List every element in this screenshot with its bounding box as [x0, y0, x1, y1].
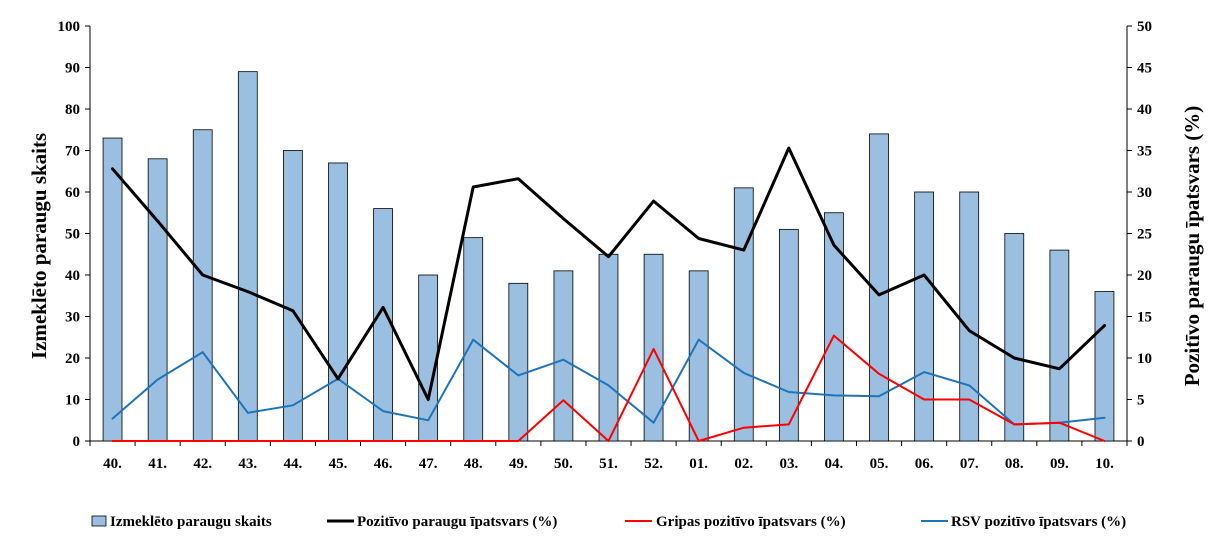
x-tick-label: 04. [825, 456, 844, 472]
y-tick-label: 40 [65, 268, 80, 284]
legend-label-rsv: RSV pozitīvo īpatsvars (%) [951, 514, 1126, 530]
x-tick-label: 02. [734, 456, 753, 472]
bar [148, 159, 167, 441]
x-tick-label: 46. [374, 456, 393, 472]
x-tick-label: 03. [779, 456, 798, 472]
bar [329, 163, 348, 441]
bar [644, 254, 663, 441]
x-tick-label: 09. [1050, 456, 1069, 472]
bar [734, 188, 753, 441]
bar [419, 275, 438, 441]
y2-tick-label: 5 [1137, 393, 1145, 409]
x-tick-label: 42. [193, 456, 212, 472]
legend-label-bars: Izmeklēto paraugu skaits [110, 514, 272, 530]
y2-tick-label: 35 [1137, 144, 1152, 160]
x-tick-label: 45. [329, 456, 348, 472]
y2-tick-label: 45 [1137, 61, 1152, 77]
x-tick-label: 50. [554, 456, 573, 472]
legend-swatch-bars [92, 516, 106, 526]
y-tick-label: 80 [65, 102, 80, 118]
x-tick-label: 10. [1095, 456, 1114, 472]
y2-tick-label: 50 [1137, 19, 1152, 35]
y-tick-label: 50 [65, 227, 80, 243]
x-tick-label: 48. [464, 456, 483, 472]
y2-tick-label: 40 [1137, 102, 1152, 118]
y-axis-title: Izmeklēto paraugu skaits [27, 133, 51, 359]
legend: Izmeklēto paraugu skaits Pozitīvo paraug… [92, 514, 1126, 530]
x-tick-label: 52. [644, 456, 663, 472]
y2-tick-label: 25 [1137, 227, 1152, 243]
x-tick-label: 01. [689, 456, 708, 472]
x-tick-label: 05. [870, 456, 889, 472]
bar [283, 151, 302, 442]
y2-tick-label: 15 [1137, 310, 1152, 326]
x-tick-label: 47. [419, 456, 438, 472]
bar [915, 192, 934, 441]
bar [103, 138, 122, 441]
y-tick-label: 0 [73, 434, 81, 450]
bar [509, 283, 528, 441]
bar [1005, 234, 1024, 442]
y2-tick-label: 10 [1137, 351, 1152, 367]
bar [554, 271, 573, 441]
x-tick-label: 07. [960, 456, 979, 472]
x-tick-label: 51. [599, 456, 618, 472]
y2-tick-label: 20 [1137, 268, 1152, 284]
y-tick-label: 100 [58, 19, 81, 35]
y-tick-label: 90 [65, 61, 80, 77]
y-tick-label: 70 [65, 144, 80, 160]
bar [599, 254, 618, 441]
x-tick-label: 41. [148, 456, 167, 472]
bar [238, 72, 257, 441]
legend-label-flu: Gripas pozitīvo īpatsvars (%) [656, 514, 846, 530]
bar [1050, 250, 1069, 441]
x-tick-label: 08. [1005, 456, 1024, 472]
legend-label-positive: Pozitīvo paraugu īpatsvars (%) [357, 514, 557, 530]
x-tick-label: 44. [284, 456, 303, 472]
x-tick-label: 06. [915, 456, 934, 472]
y-tick-label: 20 [65, 351, 80, 367]
y2-tick-label: 0 [1137, 434, 1145, 450]
bar [689, 271, 708, 441]
x-tick-label: 49. [509, 456, 528, 472]
bar [193, 130, 212, 441]
y2-tick-label: 30 [1137, 185, 1152, 201]
y-tick-label: 30 [65, 310, 80, 326]
x-tick-label: 43. [238, 456, 257, 472]
y-tick-label: 10 [65, 393, 80, 409]
x-tick-label: 40. [103, 456, 122, 472]
y-tick-label: 60 [65, 185, 80, 201]
y2-axis-title: Pozitīvo paraugu īpatsvars (%) [1180, 106, 1204, 387]
